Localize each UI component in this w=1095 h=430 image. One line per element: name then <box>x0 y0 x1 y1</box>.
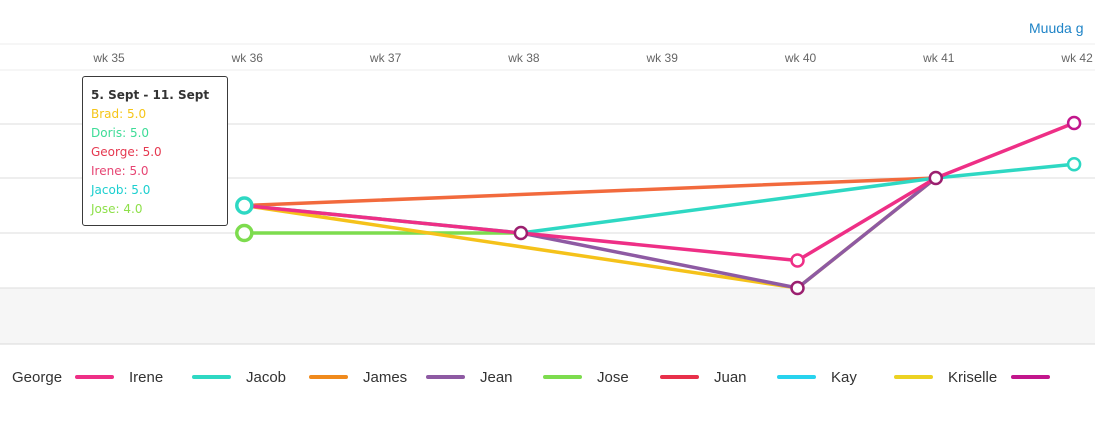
data-point-marker[interactable] <box>790 253 805 268</box>
tooltip-row: Jose: 4.0 <box>91 202 143 216</box>
x-tick-label-wk-42: wk 42 <box>1060 51 1093 65</box>
legend-item-james[interactable]: James <box>309 369 407 386</box>
x-tick-label-wk-37: wk 37 <box>369 51 402 65</box>
edit-graph-link[interactable]: Muuda g <box>1029 20 1084 36</box>
tooltip-row: Brad: 5.0 <box>91 107 147 121</box>
series-line-george[interactable] <box>242 176 938 208</box>
legend-item-jose[interactable]: Jose <box>543 369 629 386</box>
x-tick-label-wk-40: wk 40 <box>784 51 817 65</box>
legend-label: Jose <box>597 369 629 386</box>
legend-label: Jacob <box>246 369 286 386</box>
data-point-marker[interactable] <box>1066 157 1082 172</box>
chart-tooltip: 5. Sept - 11. Sept Brad: 5.0 Doris: 5.0 Ge… <box>82 76 228 226</box>
legend-label: George <box>12 369 62 386</box>
legend-item-george[interactable]: George <box>0 369 62 386</box>
data-point-marker[interactable] <box>790 280 805 296</box>
x-tick-label-wk-36: wk 36 <box>231 51 264 65</box>
legend-label: Kriselle <box>948 369 997 386</box>
legend-label: James <box>363 369 407 386</box>
tooltip-row: George: 5.0 <box>91 145 162 159</box>
legend-label: Juan <box>714 369 747 386</box>
data-point-marker[interactable] <box>1066 115 1082 131</box>
legend-item-jean[interactable]: Jean <box>426 369 513 386</box>
legend-label: Jean <box>480 369 513 386</box>
x-tick-label-wk-35: wk 35 <box>92 51 125 65</box>
tooltip-row: Doris: 5.0 <box>91 126 150 140</box>
data-point-marker[interactable] <box>928 170 944 186</box>
tooltip-row: Jacob: 5.0 <box>91 183 151 197</box>
tooltip-title: 5. Sept - 11. Sept <box>91 88 210 102</box>
data-point-marker[interactable] <box>235 196 254 215</box>
x-tick-label-wk-41: wk 41 <box>922 51 955 65</box>
legend-item-kriselle[interactable]: Kriselle <box>894 369 997 386</box>
data-point-marker[interactable] <box>513 225 529 241</box>
legend-label: Kay <box>831 369 857 386</box>
tooltip-row: Irene: 5.0 <box>91 164 149 178</box>
legend-item-jacob[interactable]: Jacob <box>192 369 286 386</box>
series-line-irene[interactable] <box>242 121 1076 263</box>
legend-item-irene[interactable]: Irene <box>75 369 163 386</box>
legend-label: Irene <box>129 369 163 386</box>
tooltip-rows: Brad: 5.0 Doris: 5.0 George: 5.0 Irene: 5.0… <box>91 105 227 219</box>
legend-item-kay[interactable]: Kay <box>777 369 857 386</box>
legend-item-juan[interactable]: Juan <box>660 369 747 386</box>
data-point-marker[interactable] <box>235 223 254 243</box>
plot-bottom-band <box>0 288 1095 344</box>
x-tick-label-wk-38: wk 38 <box>507 51 540 65</box>
x-tick-label-wk-39: wk 39 <box>646 51 679 65</box>
